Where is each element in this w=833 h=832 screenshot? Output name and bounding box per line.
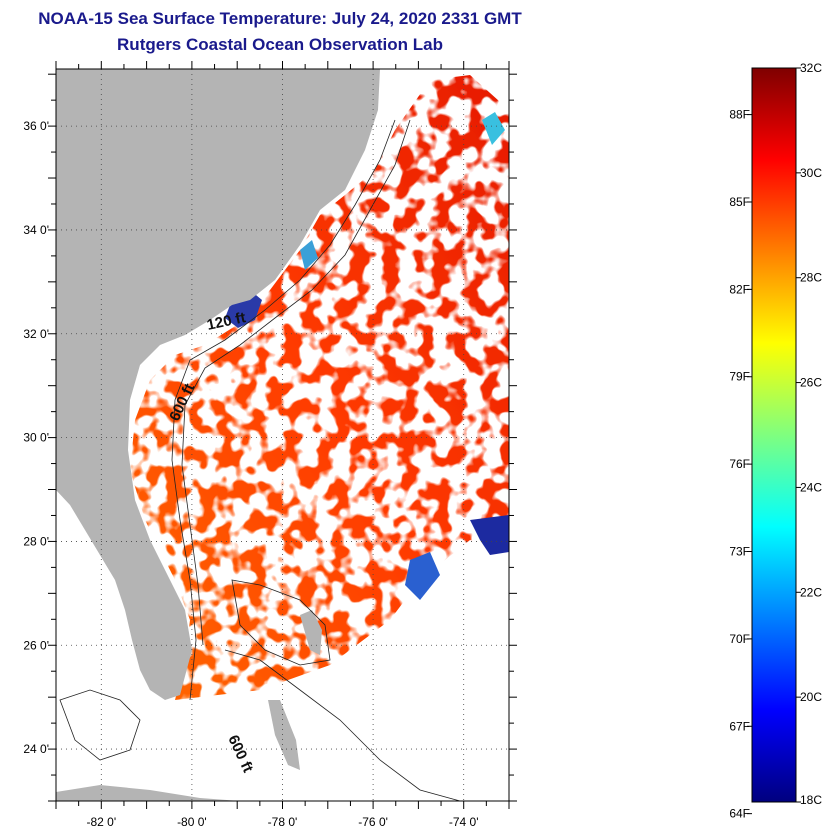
cuba-land bbox=[56, 785, 240, 801]
bahamas-land bbox=[300, 610, 322, 655]
cool-coastal-patch bbox=[300, 240, 318, 270]
bahamas-land bbox=[268, 700, 300, 770]
cool-coastal-patch bbox=[405, 552, 440, 600]
lon-tick-label: -80 0' bbox=[177, 815, 207, 829]
lon-tick-label: -76 0' bbox=[358, 815, 388, 829]
colorbar-f-label: 82F bbox=[729, 282, 750, 296]
colorbar-f-label: 70F bbox=[729, 632, 750, 646]
lat-tick-label: 26 0' bbox=[23, 638, 49, 652]
colorbar-f-label: 73F bbox=[729, 545, 750, 559]
graticule bbox=[56, 69, 509, 801]
colorbar-labels: 32C 30C 28C 26C 24C 22C 20C 18C 88F 85F 82F 79F 76F 7… bbox=[729, 61, 822, 821]
colorbar-f-label: 85F bbox=[729, 195, 750, 209]
colorbar-c-label: 26C bbox=[800, 376, 822, 390]
colorbar-c-label: 20C bbox=[800, 690, 822, 704]
isobath-line bbox=[231, 579, 331, 666]
lat-tick-label: 28 0' bbox=[23, 534, 49, 548]
lat-tick-label: 34 0' bbox=[23, 223, 49, 237]
isobath-line bbox=[59, 689, 141, 761]
lon-tick-label: -78 0' bbox=[268, 815, 298, 829]
isobath-line bbox=[181, 119, 411, 646]
lat-tick-label: 32 0' bbox=[23, 327, 49, 341]
colorbar-f-label: 79F bbox=[729, 370, 750, 384]
isobath-line bbox=[224, 649, 461, 801]
cool-coastal-patch bbox=[470, 515, 509, 555]
lat-tick-label: 36 0' bbox=[23, 119, 49, 133]
cool-coastal-patch bbox=[482, 112, 505, 145]
colorbar-c-label: 18C bbox=[800, 793, 822, 807]
lat-tick-label: 30 0' bbox=[23, 431, 49, 445]
lon-tick-label: -82 0' bbox=[86, 815, 116, 829]
colorbar-c-label: 32C bbox=[800, 61, 822, 75]
us-land bbox=[56, 69, 380, 700]
isobath-line bbox=[171, 119, 396, 701]
colorbar bbox=[751, 67, 797, 803]
axis-ticks: 36 0' 34 0' 32 0' 30 0' 28 0' 26 0' 24 0' -82 0… bbox=[23, 61, 517, 829]
colorbar-f-label: 64F bbox=[729, 807, 750, 821]
map-title: NOAA-15 Sea Surface Temperature: July 24… bbox=[38, 9, 522, 28]
colorbar-c-label: 22C bbox=[800, 585, 822, 599]
colorbar-f-label: 88F bbox=[729, 108, 750, 122]
lat-tick-label: 24 0' bbox=[23, 742, 49, 756]
lon-tick-label: -74 0' bbox=[449, 815, 479, 829]
map-border bbox=[55, 68, 510, 802]
colorbar-f-label: 67F bbox=[729, 719, 750, 733]
sst-field bbox=[130, 75, 509, 700]
colorbar-c-label: 30C bbox=[800, 166, 822, 180]
colorbar-c-label: 24C bbox=[800, 480, 822, 494]
colorbar-f-label: 76F bbox=[729, 457, 750, 471]
colorbar-c-label: 28C bbox=[800, 271, 822, 285]
map-subtitle: Rutgers Coastal Ocean Observation Lab bbox=[117, 35, 443, 54]
